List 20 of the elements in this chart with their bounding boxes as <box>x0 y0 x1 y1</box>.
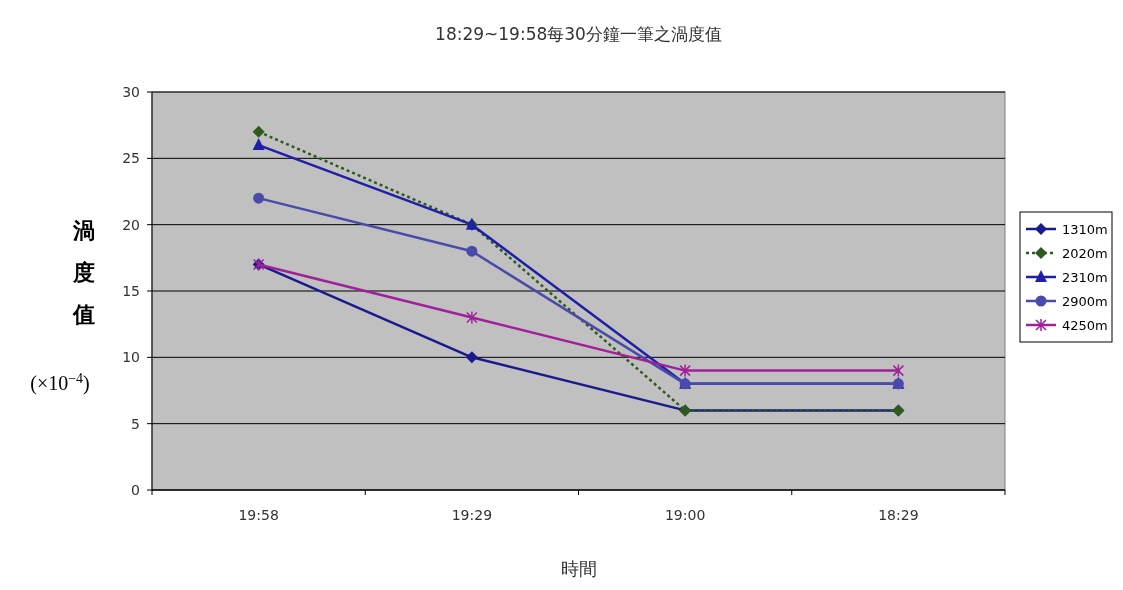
y-tick-label: 10 <box>122 349 140 366</box>
y-tick-label: 30 <box>122 84 140 100</box>
y-tick-label: 25 <box>122 150 140 167</box>
y-tick-label: 0 <box>131 482 140 498</box>
y-axis-title: 渦度值 <box>72 218 95 327</box>
legend-label: 2020m <box>1062 246 1108 261</box>
y-tick-label: 5 <box>131 415 140 432</box>
x-tick-label: 19:58 <box>238 507 279 523</box>
text: (×10$^{−4}$) <box>30 370 90 395</box>
legend-label: 1310m <box>1062 222 1108 237</box>
x-tick-label: 19:00 <box>664 507 706 523</box>
y-tick-label: 15 <box>122 283 140 299</box>
legend-label: 2900m <box>1062 294 1108 309</box>
legend-label: 4250m <box>1062 318 1108 333</box>
x-tick-label: 19:29 <box>451 507 493 523</box>
y-tick-label: 20 <box>122 216 140 233</box>
x-axis-title: 時間 <box>560 558 597 579</box>
legend-label: 2310m <box>1062 270 1108 285</box>
chart-title: 18:29~19:58每30分鐘一筆之渦度值 <box>435 24 722 44</box>
x-tick-label: 18:29 <box>878 507 919 523</box>
